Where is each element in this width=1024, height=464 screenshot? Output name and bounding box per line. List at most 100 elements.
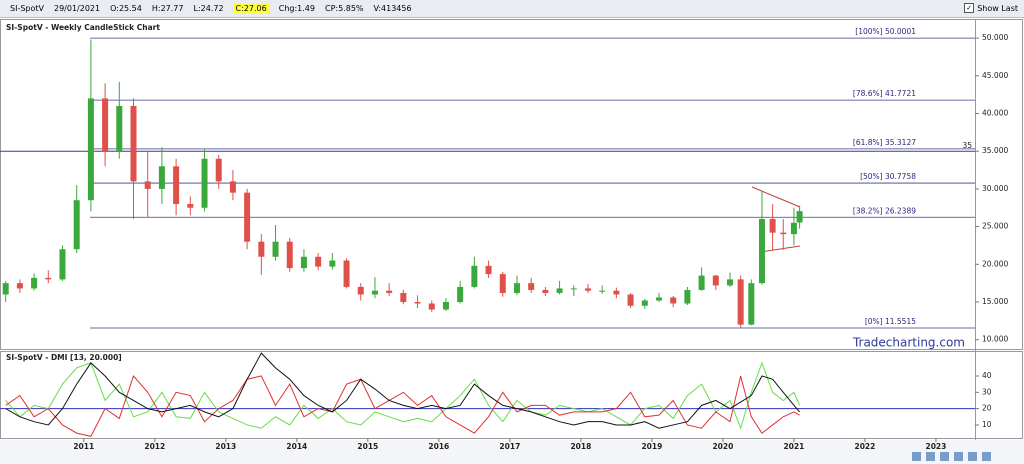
candle-body xyxy=(471,265,478,287)
x-tick-label: 2019 xyxy=(641,442,662,451)
candle-body xyxy=(499,274,506,293)
high: H:27.77 xyxy=(151,4,184,13)
candle-body xyxy=(272,241,279,257)
candle-body xyxy=(371,290,378,295)
y-tick-label: 50.000 xyxy=(982,33,1008,42)
y-tick-label: 20 xyxy=(982,404,992,413)
price-panel xyxy=(0,19,1023,350)
x-tick-label: 2020 xyxy=(712,442,733,451)
candle-body xyxy=(116,105,123,152)
candle-body xyxy=(542,289,549,293)
candle-body xyxy=(780,232,787,235)
nav-icon[interactable] xyxy=(940,452,949,461)
candle-body xyxy=(16,283,23,289)
candle-body xyxy=(796,211,803,223)
x-tick-label: 2011 xyxy=(73,442,94,451)
y-tick-label: 10.000 xyxy=(982,335,1008,344)
candle-body xyxy=(87,98,94,201)
y-tick-label: 25.000 xyxy=(982,222,1008,231)
candle-body xyxy=(201,158,208,208)
x-tick-label: 2014 xyxy=(286,442,307,451)
x-tick-label: 2022 xyxy=(854,442,875,451)
candle-body xyxy=(329,260,336,267)
nav-icon[interactable] xyxy=(912,452,921,461)
price-title: SI-SpotV - Weekly CandleStick Chart xyxy=(6,23,160,32)
nav-icon[interactable] xyxy=(982,452,991,461)
open: O:25.54 xyxy=(110,4,142,13)
candle-body xyxy=(599,290,606,292)
show-last-label[interactable]: Show Last xyxy=(977,3,1018,13)
dmi-title: SI-SpotV - DMI [13, 20.000] xyxy=(6,353,122,362)
candle-body xyxy=(300,256,307,269)
candle-body xyxy=(102,98,109,152)
candle-body xyxy=(655,297,662,301)
candle-body xyxy=(357,286,364,295)
nav-icons[interactable] xyxy=(912,452,991,461)
x-axis-bar xyxy=(0,440,1024,464)
candle-body xyxy=(748,283,755,325)
dmi-panel xyxy=(0,351,1023,439)
candle-body xyxy=(737,279,744,325)
y-tick-label: 40 xyxy=(982,371,992,380)
candle-body xyxy=(457,286,464,303)
candle-body xyxy=(627,294,634,306)
candle-body xyxy=(258,241,265,257)
candle-body xyxy=(684,289,691,304)
x-tick-label: 2015 xyxy=(357,442,378,451)
show-last[interactable]: ✓ Show Last xyxy=(964,3,1018,13)
date: 29/01/2021 xyxy=(53,4,101,13)
watermark: Tradecharting.com xyxy=(852,336,965,350)
candle-body xyxy=(244,192,251,242)
candle-body xyxy=(790,222,797,235)
y-tick-label: 30.000 xyxy=(982,184,1008,193)
y-tick-label: 30 xyxy=(982,387,992,396)
candle-body xyxy=(584,288,591,291)
candle-body xyxy=(513,283,520,293)
candle-body xyxy=(215,158,222,182)
y-tick-label: 15.000 xyxy=(982,297,1008,306)
dmi-line xyxy=(5,352,800,429)
triangle-upper xyxy=(751,186,801,208)
candle-body xyxy=(173,166,180,204)
x-tick-label: 2023 xyxy=(926,442,947,451)
volume: V:413456 xyxy=(373,4,412,13)
fib-label: [100%] 50.0001 xyxy=(855,27,916,36)
candle-body xyxy=(414,302,421,304)
candle-body xyxy=(712,275,719,286)
candle-body xyxy=(144,181,151,189)
candle-body xyxy=(613,290,620,295)
candle-body xyxy=(286,241,293,269)
nav-icon[interactable] xyxy=(926,452,935,461)
candle-body xyxy=(428,303,435,310)
candle-body xyxy=(31,277,38,289)
fib-label: [50%] 30.7758 xyxy=(860,172,916,181)
dmi-line xyxy=(5,361,801,430)
dmi-line xyxy=(5,375,800,437)
x-tick-label: 2017 xyxy=(499,442,520,451)
change: Chg:1.49 xyxy=(278,4,315,13)
candle-body xyxy=(400,292,407,303)
fib-label: [0%] 11.5515 xyxy=(865,317,916,326)
y-tick-label: 20.000 xyxy=(982,259,1008,268)
nav-icon[interactable] xyxy=(954,452,963,461)
x-tick-label: 2013 xyxy=(215,442,236,451)
candle-body xyxy=(727,279,734,286)
candle-body xyxy=(758,219,765,284)
nav-icon[interactable] xyxy=(968,452,977,461)
low: L:24.72 xyxy=(193,4,224,13)
change-pct: CP:5.85% xyxy=(324,4,364,13)
candle-body xyxy=(45,277,52,280)
candle-body xyxy=(570,288,577,290)
y-tick-label: 45.000 xyxy=(982,71,1008,80)
fib-label: [61.8%] 35.3127 xyxy=(853,138,916,147)
candle-body xyxy=(528,283,535,290)
candle-body xyxy=(187,203,194,208)
y-tick-label: 35.000 xyxy=(982,146,1008,155)
candle-body xyxy=(485,265,492,275)
candle-body xyxy=(158,166,165,189)
fib-label: [38.2%] 26.2389 xyxy=(853,206,916,215)
background xyxy=(0,18,1024,464)
checkbox[interactable]: ✓ xyxy=(964,3,975,13)
